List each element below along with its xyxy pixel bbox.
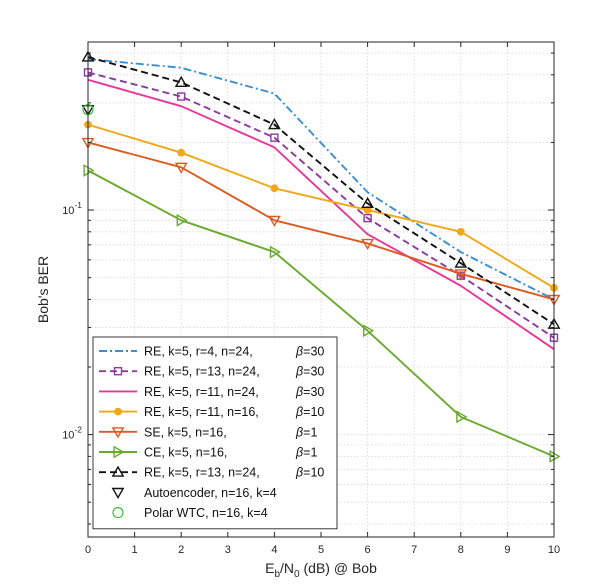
- x-tick-label: 5: [318, 544, 324, 556]
- data-point: [363, 206, 372, 214]
- data-point: [549, 449, 561, 463]
- legend-beta: β=1: [295, 425, 317, 439]
- legend-label: Polar WTC, n=16, k=4: [144, 506, 268, 520]
- legend-beta: β=10: [295, 405, 324, 419]
- legend-label: RE, k=5, r=13, n=24,: [144, 466, 260, 480]
- series-line: [87, 141, 555, 301]
- y-tick-label: 10-2: [62, 425, 82, 442]
- legend-marker: [113, 445, 125, 459]
- data-point: [174, 75, 188, 88]
- series-6: [83, 164, 561, 463]
- legend-label: RE, k=5, r=11, n=24,: [144, 385, 259, 399]
- x-tick-label: 10: [548, 544, 560, 556]
- legend-item: Polar WTC, n=16, k=4: [112, 506, 268, 520]
- legend-item: Autoencoder, n=16, k=4: [111, 486, 277, 500]
- data-point: [456, 227, 465, 236]
- x-tick-label: 2: [178, 544, 184, 556]
- legend-item: RE, k=5, r=11, n=24, β=30: [99, 385, 324, 399]
- legend-marker: [112, 506, 124, 519]
- tick-labels: 0 1 2 3 4 5 6 7 8 9 10 10-2 10-1: [62, 200, 560, 556]
- series-line: [87, 58, 555, 301]
- x-axis-label: Eb/N0 (dB) @ Bob: [265, 560, 377, 580]
- legend-item: RE, k=5, r=13, n=24, β=10: [99, 465, 324, 480]
- data-point: [456, 410, 468, 424]
- data-point: [176, 92, 186, 101]
- axes: [87, 41, 555, 538]
- legend-box: [92, 336, 338, 530]
- series-layer: [81, 50, 561, 463]
- series-1: [87, 58, 555, 301]
- legend-label: SE, k=5, n=16,: [144, 425, 227, 439]
- data-point: [270, 184, 279, 193]
- x-tick-label: 3: [225, 544, 231, 556]
- data-point: [363, 213, 372, 223]
- data-point: [361, 238, 375, 251]
- legend-item: SE, k=5, n=16, β=1: [99, 425, 317, 439]
- series-line: [87, 78, 555, 351]
- legend-beta: β=30: [295, 365, 324, 379]
- y-tick-label: 10-1: [62, 200, 82, 217]
- series-line: [87, 56, 555, 326]
- legend-label: Autoencoder, n=16, k=4: [144, 486, 277, 500]
- y-axis-label: Bob's BER: [35, 256, 51, 323]
- legend-marker: [113, 367, 123, 376]
- legend-beta: β=30: [295, 345, 324, 359]
- data-point: [267, 215, 281, 227]
- data-point: [270, 133, 279, 142]
- legend-beta: β=1: [295, 446, 317, 460]
- x-tick-label: 8: [458, 544, 464, 556]
- legend-item: RE, k=5, r=13, n=24, β=30: [99, 365, 324, 379]
- series-line: [87, 71, 555, 339]
- legend-item: CE, k=5, n=16, β=1: [99, 446, 317, 460]
- data-point: [361, 196, 375, 209]
- legend-beta: β=30: [295, 385, 324, 399]
- x-tick-label: 4: [271, 544, 277, 556]
- legend-item: RE, k=5, r=11, n=16, β=10: [99, 405, 324, 419]
- x-tick-label: 0: [85, 544, 91, 556]
- data-point: [454, 256, 468, 268]
- series-3: [87, 78, 555, 351]
- legend-label: CE, k=5, n=16,: [144, 446, 227, 460]
- x-tick-label: 9: [504, 544, 510, 556]
- legend-marker: [114, 407, 122, 416]
- legend-marker: [111, 465, 125, 477]
- series-line: [87, 123, 555, 289]
- x-tick-label: 7: [411, 544, 417, 556]
- series-line: [87, 169, 555, 458]
- data-point: [267, 118, 281, 130]
- legend-marker: [111, 487, 125, 500]
- data-point: [177, 148, 186, 157]
- x-tick-label: 1: [132, 544, 138, 556]
- data-point: [269, 245, 282, 259]
- legend-label: RE, k=5, r=4, n=24,: [144, 345, 253, 359]
- data-point: [174, 162, 188, 174]
- legend-label: RE, k=5, r=11, n=16,: [144, 405, 259, 419]
- legend-beta: β=10: [295, 466, 324, 480]
- legend-marker: [111, 427, 125, 439]
- data-point: [454, 269, 468, 281]
- data-point: [363, 324, 375, 338]
- data-point: [83, 164, 95, 177]
- legend-label: RE, k=5, r=13, n=24,: [144, 365, 260, 379]
- data-point: [176, 213, 188, 227]
- legend-item: RE, k=5, r=4, n=24, β=30: [99, 345, 324, 359]
- x-tick-label: 6: [365, 544, 371, 556]
